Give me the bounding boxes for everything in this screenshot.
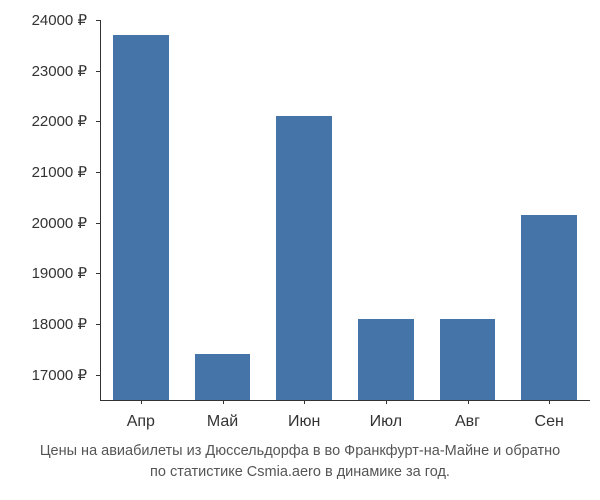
x-tick-mark [386, 400, 387, 404]
bar [113, 35, 169, 400]
x-tick-mark [304, 400, 305, 404]
y-tick-label: 20000 ₽ [32, 214, 87, 232]
y-tick-label: 24000 ₽ [32, 11, 87, 29]
x-tick-label: Авг [455, 413, 480, 431]
y-tick-label: 22000 ₽ [32, 112, 87, 130]
y-tick-label: 17000 ₽ [32, 366, 87, 384]
x-tick-label: Июл [370, 413, 402, 431]
x-tick-mark [468, 400, 469, 404]
y-tick-label: 21000 ₽ [32, 163, 87, 181]
bar [195, 354, 251, 400]
chart-container: 17000 ₽ 18000 ₽ 19000 ₽ 20000 ₽ 21000 ₽ 22000… [0, 0, 600, 500]
plot-area [100, 20, 590, 400]
caption-line-1: Цены на авиабилеты из Дюссельдорфа в во … [0, 441, 600, 461]
y-tick-mark [96, 121, 100, 122]
y-tick-mark [96, 324, 100, 325]
y-tick-label: 23000 ₽ [32, 62, 87, 80]
x-tick-label: Май [207, 413, 238, 431]
x-tick-mark [223, 400, 224, 404]
x-tick-mark [549, 400, 550, 404]
y-tick-mark [96, 172, 100, 173]
x-tick-mark [141, 400, 142, 404]
y-tick-mark [96, 223, 100, 224]
y-tick-mark [96, 273, 100, 274]
x-axis-line [100, 400, 590, 401]
bar [440, 319, 496, 400]
x-tick-label: Сен [535, 413, 564, 431]
y-tick-mark [96, 71, 100, 72]
y-tick-label: 19000 ₽ [32, 264, 87, 282]
y-axis: 17000 ₽ 18000 ₽ 19000 ₽ 20000 ₽ 21000 ₽ 22000… [0, 20, 95, 400]
bar [276, 116, 332, 400]
chart-caption: Цены на авиабилеты из Дюссельдорфа в во … [0, 441, 600, 482]
x-tick-label: Апр [127, 413, 155, 431]
y-tick-label: 18000 ₽ [32, 315, 87, 333]
bar [521, 215, 577, 400]
caption-line-2: по статистике Csmia.aero в динамике за г… [0, 462, 600, 482]
x-tick-label: Июн [288, 413, 320, 431]
x-axis: Апр Май Июн Июл Авг Сен [100, 405, 590, 435]
y-tick-mark [96, 20, 100, 21]
y-tick-mark [96, 375, 100, 376]
bar [358, 319, 414, 400]
